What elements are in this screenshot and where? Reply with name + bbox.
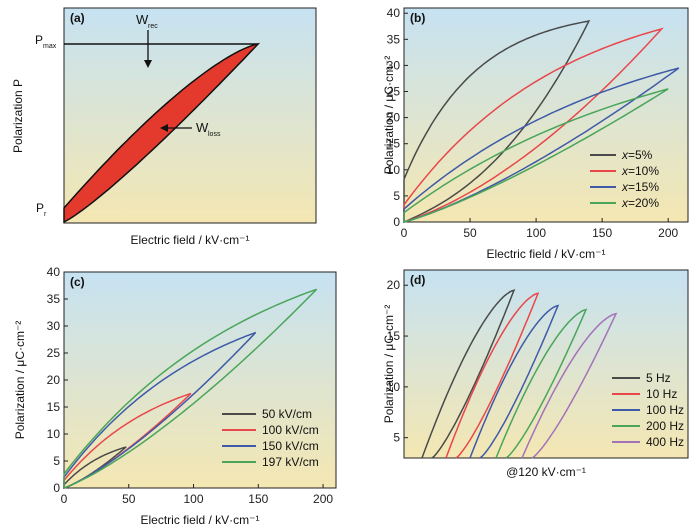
b-legend-label-2: x=15% bbox=[621, 180, 659, 194]
d-legend-label-0: 5 Hz bbox=[646, 371, 671, 385]
a-pmax-sub: max bbox=[43, 43, 57, 50]
b-xtick-label-0: 0 bbox=[401, 226, 408, 240]
b-xtick-label-1: 50 bbox=[463, 226, 477, 240]
panel-a-ylabel: Polarization P bbox=[11, 79, 25, 153]
c-xtick-label-3: 150 bbox=[248, 492, 268, 506]
d-ytick-label-0: 5 bbox=[393, 431, 400, 445]
b-ytick-label-7: 35 bbox=[387, 32, 401, 46]
b-series-line-0 bbox=[403, 19, 591, 224]
a-wloss-sub: loss bbox=[208, 131, 221, 138]
d-series-line-3 bbox=[495, 308, 588, 459]
c-ytick-label-6: 30 bbox=[47, 319, 61, 333]
d-series-line-4 bbox=[521, 312, 618, 459]
c-ytick-label-8: 40 bbox=[47, 265, 61, 279]
d-ytick-label-2: 15 bbox=[387, 329, 401, 343]
d-series-line-2 bbox=[469, 304, 560, 459]
b-xtick-label-4: 200 bbox=[658, 226, 678, 240]
b-ytick-label-8: 40 bbox=[387, 6, 401, 20]
c-xtick-label-0: 0 bbox=[61, 492, 68, 506]
b-ytick-label-0: 0 bbox=[393, 215, 400, 229]
b-legend-value-1: =10% bbox=[628, 164, 659, 178]
b-series-line-2 bbox=[403, 67, 680, 223]
b-legend-label-0: x=5% bbox=[621, 148, 653, 162]
a-wloss-arrow-head bbox=[160, 124, 168, 132]
d-legend-label-2: 100 Hz bbox=[646, 403, 684, 417]
c-ytick-label-2: 10 bbox=[47, 427, 61, 441]
b-legend-label-1: x=10% bbox=[621, 164, 659, 178]
c-xtick-label-1: 50 bbox=[122, 492, 136, 506]
b-series-line-3 bbox=[403, 88, 669, 223]
b-legend-value-2: =15% bbox=[628, 180, 659, 194]
panel-a-xlabel: Electric field / kV·cm⁻¹ bbox=[130, 233, 249, 247]
panel-b-xlabel: Electric field / kV·cm⁻¹ bbox=[486, 247, 605, 261]
panel-d: 5 10 15 20 5 Hz 10 Hz 100 Hz 200 Hz 400 Hz (d) @… bbox=[382, 269, 689, 479]
a-loss-loop bbox=[63, 42, 261, 224]
c-legend-label-0: 50 kV/cm bbox=[262, 407, 312, 421]
b-series-line-1 bbox=[403, 27, 664, 224]
c-legend-label-1: 100 kV/cm bbox=[262, 423, 319, 437]
c-ytick-label-3: 15 bbox=[47, 400, 61, 414]
c-ytick-label-4: 20 bbox=[47, 373, 61, 387]
b-ytick-label-1: 5 bbox=[393, 189, 400, 203]
c-series-line-3 bbox=[63, 288, 318, 490]
panel-b-label: (b) bbox=[410, 11, 425, 25]
c-ytick-label-5: 25 bbox=[47, 346, 61, 360]
b-legend-var-3: x bbox=[621, 196, 629, 210]
c-ytick-label-1: 5 bbox=[53, 454, 60, 468]
b-legend-value-0: =5% bbox=[628, 148, 653, 162]
a-pr-label: P bbox=[36, 201, 44, 215]
d-series-line-1 bbox=[445, 292, 540, 459]
panel-c: 0 5 10 15 20 25 30 35 40 0 50 100 150 200 50 kV/cm 100 … bbox=[13, 265, 337, 527]
c-xtick-label-2: 100 bbox=[184, 492, 204, 506]
d-ytick-label-3: 20 bbox=[387, 278, 401, 292]
b-legend-var-0: x bbox=[621, 148, 629, 162]
panel-c-plot-area bbox=[63, 271, 337, 489]
c-ytick-label-7: 35 bbox=[47, 292, 61, 306]
d-legend-label-4: 400 Hz bbox=[646, 435, 684, 449]
a-wrec-arrow-head bbox=[144, 60, 152, 68]
c-ytick-label-0: 0 bbox=[53, 481, 60, 495]
b-ytick-label-6: 30 bbox=[387, 58, 401, 72]
b-ytick-label-2: 10 bbox=[387, 163, 401, 177]
panel-d-plot-area bbox=[403, 269, 689, 459]
d-ytick-label-1: 10 bbox=[387, 380, 401, 394]
panel-c-xlabel: Electric field / kV·cm⁻¹ bbox=[140, 513, 259, 527]
b-ytick-label-4: 20 bbox=[387, 111, 401, 125]
b-ytick-label-3: 15 bbox=[387, 137, 401, 151]
c-xtick-label-4: 200 bbox=[313, 492, 333, 506]
a-wrec-sub: rec bbox=[148, 23, 158, 30]
b-legend-var-1: x bbox=[621, 164, 629, 178]
a-pmax-label: P bbox=[35, 33, 43, 47]
a-wloss-label: W bbox=[196, 120, 209, 135]
b-legend-value-3: =20% bbox=[628, 196, 659, 210]
b-xtick-label-3: 150 bbox=[592, 226, 612, 240]
a-pr-sub: r bbox=[44, 211, 47, 218]
d-series-line-0 bbox=[421, 289, 516, 459]
panel-c-label: (c) bbox=[70, 275, 85, 289]
b-xtick-label-2: 100 bbox=[526, 226, 546, 240]
d-legend-label-3: 200 Hz bbox=[646, 419, 684, 433]
b-ytick-label-5: 25 bbox=[387, 85, 401, 99]
panel-c-ylabel: Polarization / μC·cm⁻² bbox=[13, 321, 27, 440]
b-legend-label-3: x=20% bbox=[621, 196, 659, 210]
c-legend-label-3: 197 kV/cm bbox=[262, 455, 319, 469]
panel-b-ylabel: Polarization / μC·cm⁻² bbox=[382, 56, 396, 175]
a-wrec-label: W bbox=[136, 12, 149, 27]
panel-a-label: (a) bbox=[70, 11, 85, 25]
panel-d-xlabel: @120 kV·cm⁻¹ bbox=[506, 465, 586, 479]
panel-d-label: (d) bbox=[410, 273, 425, 287]
c-legend-label-2: 150 kV/cm bbox=[262, 439, 319, 453]
c-series-line-2 bbox=[63, 331, 257, 490]
b-legend-var-2: x bbox=[621, 180, 629, 194]
panel-d-ylabel: Polarization / μC·cm⁻² bbox=[382, 305, 396, 424]
d-legend-label-1: 10 Hz bbox=[646, 387, 677, 401]
